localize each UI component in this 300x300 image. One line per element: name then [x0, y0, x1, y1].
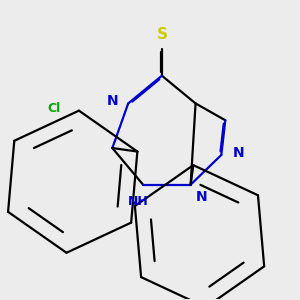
- Text: NH: NH: [128, 195, 148, 208]
- Text: Cl: Cl: [48, 102, 61, 115]
- Text: N: N: [233, 146, 245, 160]
- Text: N: N: [107, 94, 118, 109]
- Text: N: N: [196, 190, 207, 204]
- Text: S: S: [156, 27, 167, 42]
